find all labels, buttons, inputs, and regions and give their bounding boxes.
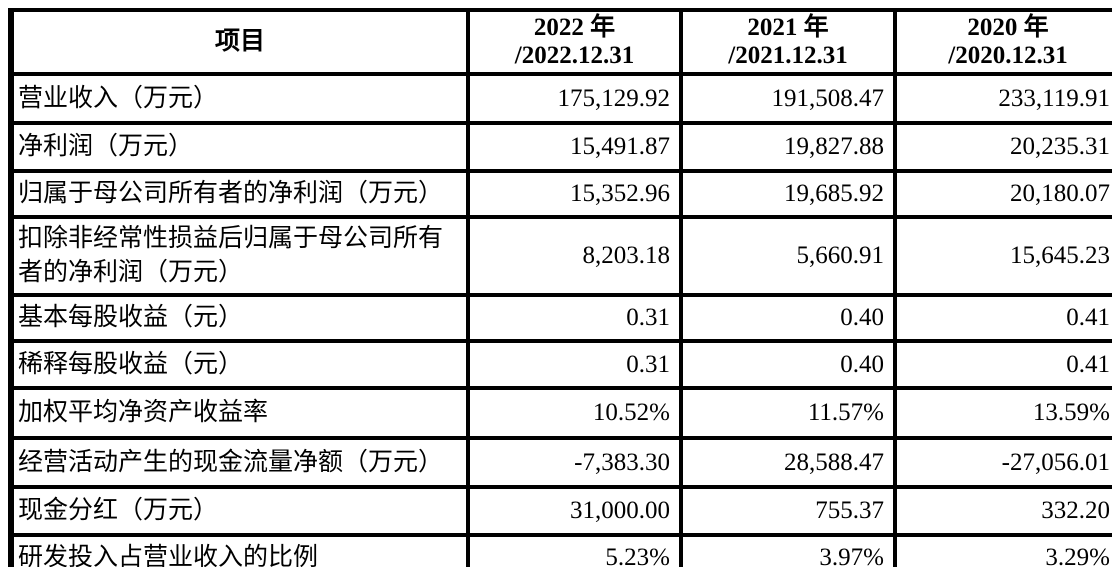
value-cell-2020: 15,645.23 xyxy=(893,215,1112,297)
value-cell-2021: 0.40 xyxy=(679,293,897,343)
table-header-row: 项目 2022 年 /2022.12.31 2021 年 /2021.12.31… xyxy=(8,8,1112,76)
financial-summary-table: 项目 2022 年 /2022.12.31 2021 年 /2021.12.31… xyxy=(8,8,1112,567)
date-line-2021: /2021.12.31 xyxy=(728,42,848,69)
value-cell-2022: 0.31 xyxy=(466,339,683,390)
year-line-2020: 2020 年 xyxy=(967,14,1049,41)
value-cell-2020: 20,180.07 xyxy=(893,169,1112,219)
value-cell-2020: 332.20 xyxy=(893,485,1112,537)
year-line-2021: 2021 年 xyxy=(747,14,829,41)
table-row-net-profit: 净利润（万元） 15,491.87 19,827.88 20,235.31 xyxy=(8,121,1112,173)
row-label: 现金分红（万元） xyxy=(8,485,470,537)
value-cell-2020: -27,056.01 xyxy=(893,436,1112,489)
column-header-2022: 2022 年 /2022.12.31 xyxy=(466,8,683,76)
value-cell-2021: 19,827.88 xyxy=(679,121,897,173)
table-row-net-profit-excl-nonrecurring: 扣除非经常性损益后归属于母公司所有者的净利润（万元） 8,203.18 5,66… xyxy=(8,215,1112,297)
value-cell-2022: 5.23% xyxy=(466,533,683,567)
table-row-cash-dividend: 现金分红（万元） 31,000.00 755.37 332.20 xyxy=(8,485,1112,537)
value-cell-2021: 0.40 xyxy=(679,339,897,390)
value-cell-2020: 0.41 xyxy=(893,293,1112,343)
row-label: 稀释每股收益（元） xyxy=(8,339,470,390)
value-cell-2022: 8,203.18 xyxy=(466,215,683,297)
row-label: 归属于母公司所有者的净利润（万元） xyxy=(8,169,470,219)
value-cell-2022: 0.31 xyxy=(466,293,683,343)
table-row-basic-eps: 基本每股收益（元） 0.31 0.40 0.41 xyxy=(8,293,1112,343)
value-cell-2021: 28,588.47 xyxy=(679,436,897,489)
table-row-diluted-eps: 稀释每股收益（元） 0.31 0.40 0.41 xyxy=(8,339,1112,390)
value-cell-2022: 31,000.00 xyxy=(466,485,683,537)
row-label: 营业收入（万元） xyxy=(8,72,470,125)
row-label: 基本每股收益（元） xyxy=(8,293,470,343)
value-cell-2022: 15,352.96 xyxy=(466,169,683,219)
table-row-net-profit-parent: 归属于母公司所有者的净利润（万元） 15,352.96 19,685.92 20… xyxy=(8,169,1112,219)
row-label: 扣除非经常性损益后归属于母公司所有者的净利润（万元） xyxy=(8,215,470,297)
value-cell-2020: 20,235.31 xyxy=(893,121,1112,173)
date-line-2020: /2020.12.31 xyxy=(948,42,1068,69)
value-cell-2021: 5,660.91 xyxy=(679,215,897,297)
value-cell-2022: 10.52% xyxy=(466,386,683,440)
table-row-operating-revenue: 营业收入（万元） 175,129.92 191,508.47 233,119.9… xyxy=(8,72,1112,125)
table-row-rd-revenue-ratio: 研发投入占营业收入的比例 5.23% 3.97% 3.29% xyxy=(8,533,1112,567)
value-cell-2021: 755.37 xyxy=(679,485,897,537)
column-header-item: 项目 xyxy=(8,8,470,76)
year-line-2022: 2022 年 xyxy=(533,14,616,41)
value-cell-2022: 175,129.92 xyxy=(466,72,683,125)
value-cell-2020: 233,119.91 xyxy=(893,72,1112,125)
value-cell-2022: -7,383.30 xyxy=(466,436,683,489)
value-cell-2020: 3.29% xyxy=(893,533,1112,567)
column-header-2020: 2020 年 /2020.12.31 xyxy=(893,8,1112,76)
table-row-weighted-avg-roe: 加权平均净资产收益率 10.52% 11.57% 13.59% xyxy=(8,386,1112,440)
value-cell-2021: 191,508.47 xyxy=(679,72,897,125)
date-line-2022: /2022.12.31 xyxy=(514,42,635,69)
value-cell-2021: 11.57% xyxy=(679,386,897,440)
value-cell-2022: 15,491.87 xyxy=(466,121,683,173)
row-label: 净利润（万元） xyxy=(8,121,470,173)
value-cell-2021: 3.97% xyxy=(679,533,897,567)
value-cell-2020: 13.59% xyxy=(893,386,1112,440)
value-cell-2020: 0.41 xyxy=(893,339,1112,390)
row-label: 研发投入占营业收入的比例 xyxy=(8,533,470,567)
row-label: 经营活动产生的现金流量净额（万元） xyxy=(8,436,470,489)
value-cell-2021: 19,685.92 xyxy=(679,169,897,219)
row-label: 加权平均净资产收益率 xyxy=(8,386,470,440)
table-row-operating-cash-flow: 经营活动产生的现金流量净额（万元） -7,383.30 28,588.47 -2… xyxy=(8,436,1112,489)
column-header-2021: 2021 年 /2021.12.31 xyxy=(679,8,897,76)
